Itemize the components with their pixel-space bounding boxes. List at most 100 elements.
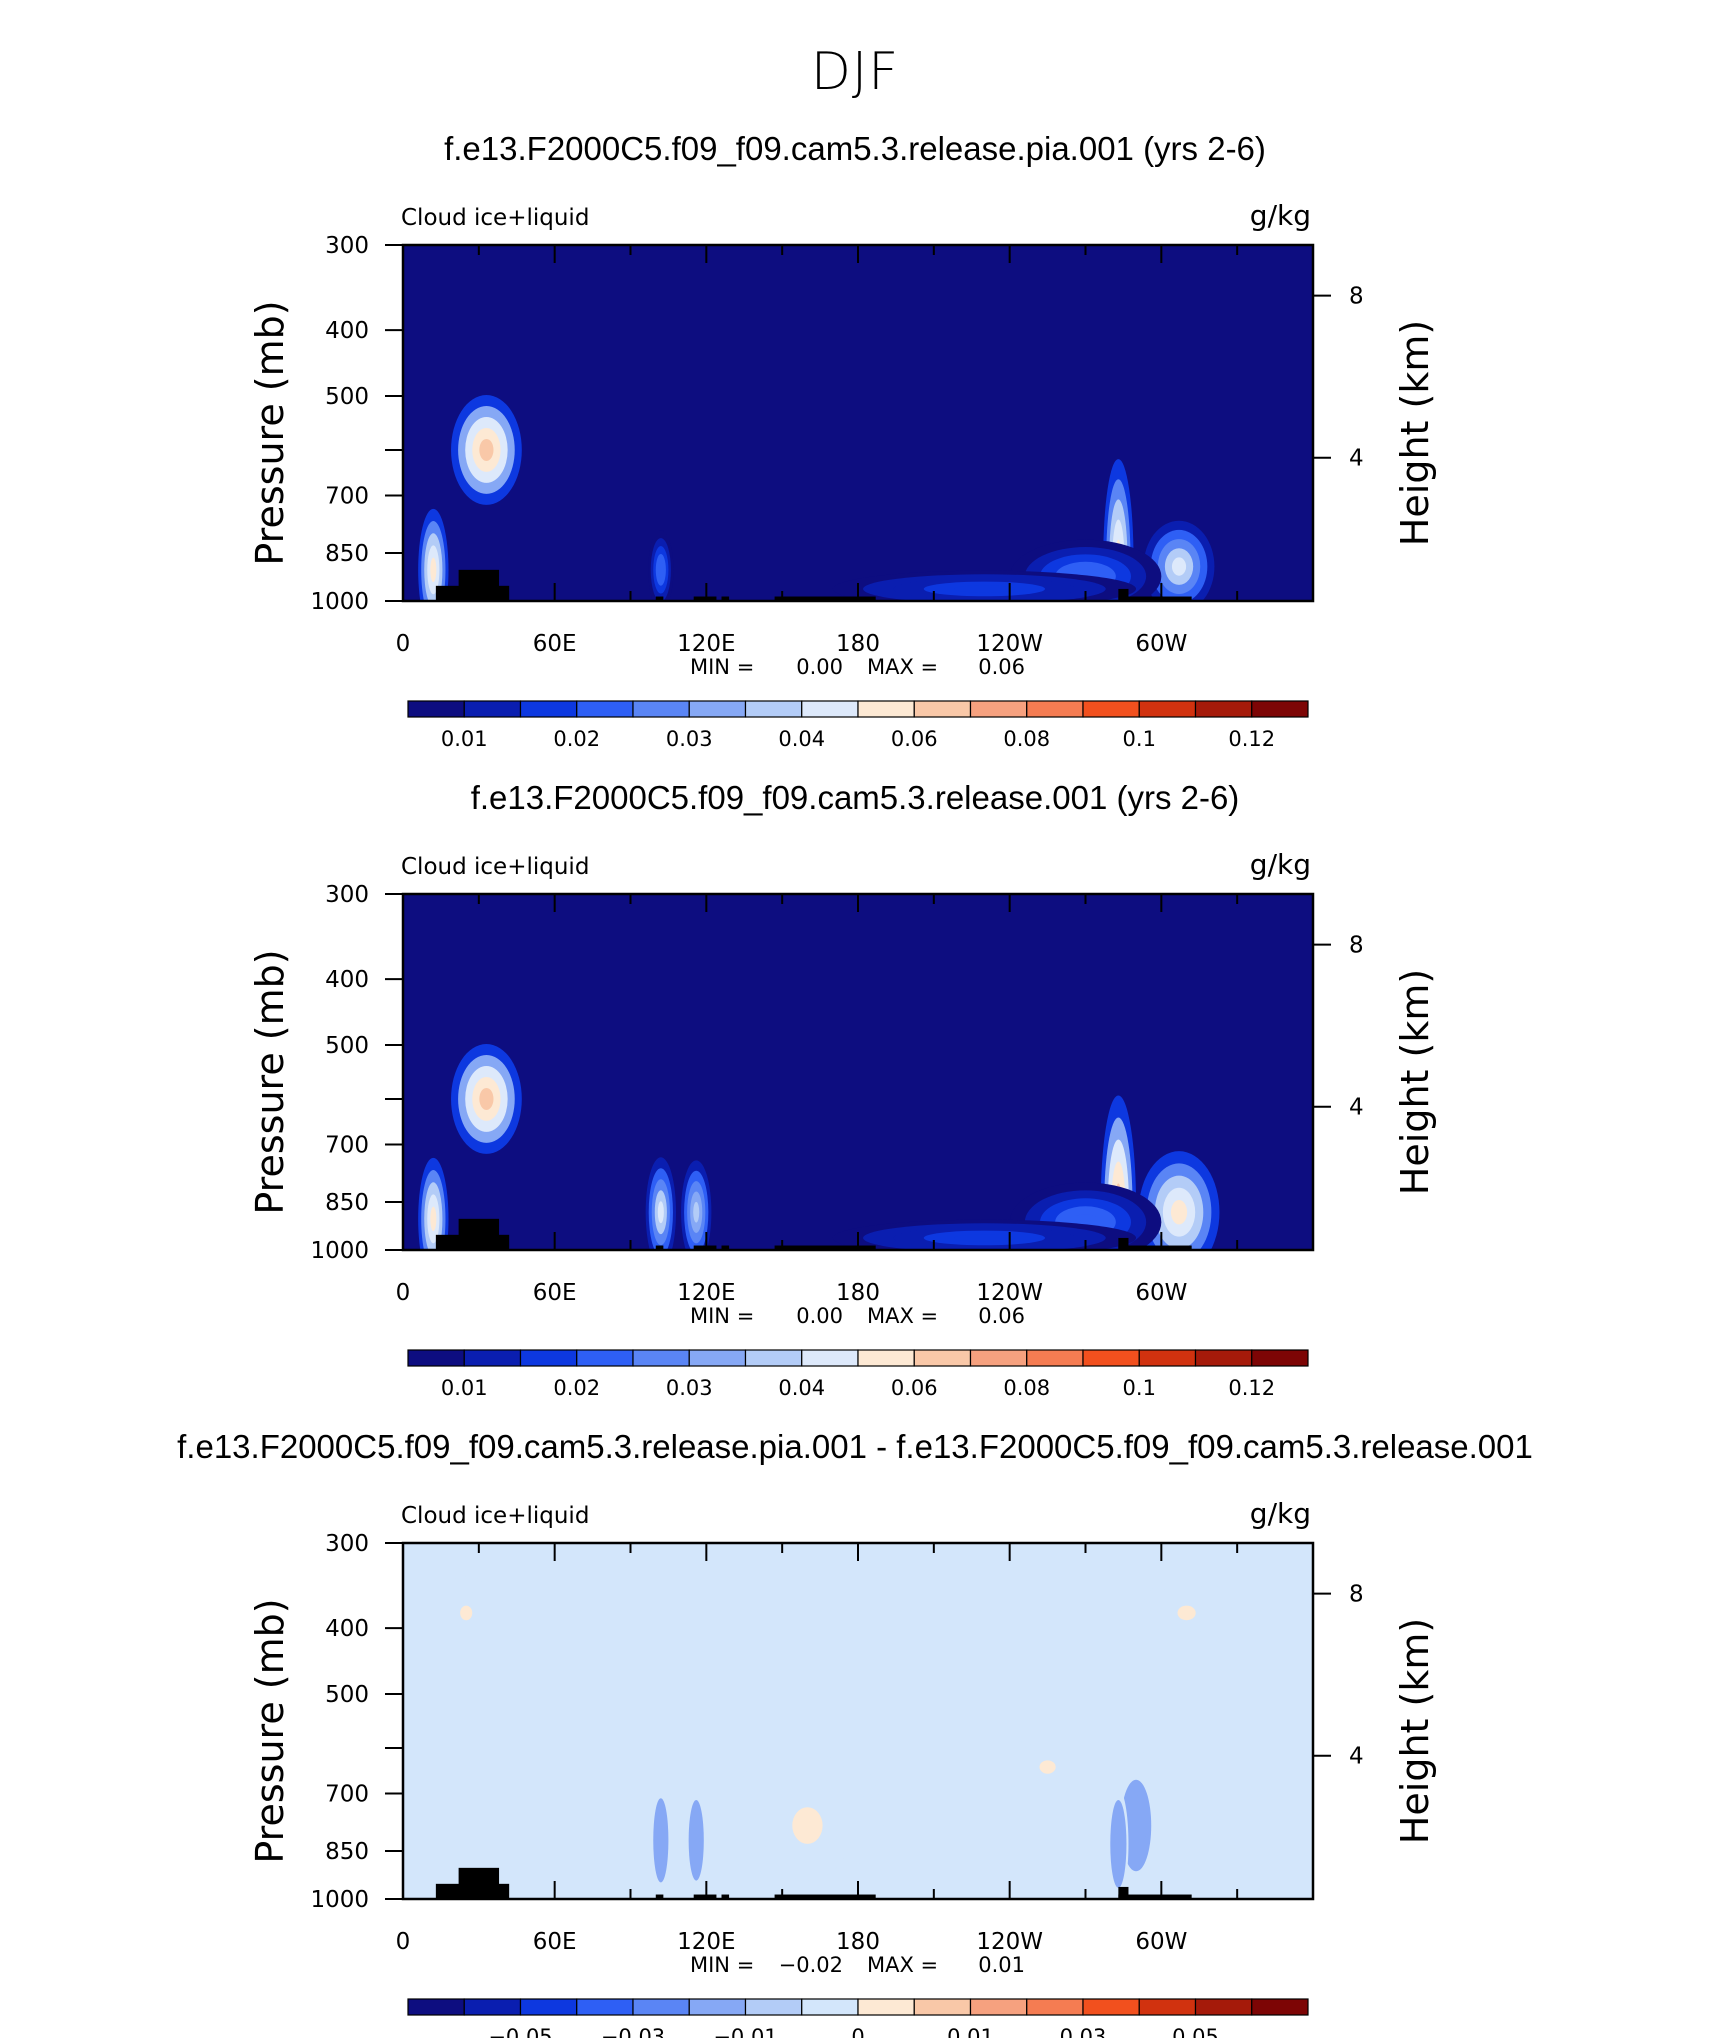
x-tick-label: 60E — [533, 1280, 577, 1306]
x-tick-label: 60W — [1135, 1280, 1187, 1306]
colorbar-box — [913, 700, 972, 718]
colorbar-box — [1082, 700, 1140, 718]
colorbar-box — [969, 700, 1028, 718]
x-tick-label: 60E — [533, 631, 577, 657]
x-tick-label: 120E — [677, 631, 735, 657]
colorbar-box — [688, 700, 747, 718]
y-right-tick-label: 4 — [1349, 446, 1364, 472]
land-mask-6 — [774, 1245, 876, 1250]
colorbar-box — [744, 700, 803, 718]
y-tick-label: 1000 — [310, 1238, 369, 1264]
colorbar-box — [1138, 700, 1197, 718]
colorbar-box — [1251, 1349, 1309, 1367]
units-label: g/kg — [1250, 199, 1311, 232]
colorbar-box — [407, 1998, 465, 2016]
land-mask-3 — [655, 596, 664, 601]
colorbar-box — [632, 1349, 690, 1367]
contour-feature-2 — [693, 1826, 699, 1854]
colorbar-label: 0.12 — [1228, 727, 1275, 751]
y-tick-label: 1000 — [310, 1887, 369, 1913]
colorbar-box — [1194, 1998, 1253, 2016]
colorbar-label: −0.05 — [488, 2025, 552, 2038]
x-tick-label: 0 — [396, 1280, 411, 1306]
land-mask-7 — [1118, 1886, 1129, 1899]
colorbar-label: 0.06 — [891, 727, 938, 751]
colorbar-box — [632, 700, 690, 718]
colorbar-box — [857, 1349, 915, 1367]
field-contours — [403, 1543, 1313, 1899]
contour-feature-8 — [1177, 1605, 1196, 1621]
chart-panel-2: f.e13.F2000C5.f09_f09.cam5.3.release.001… — [248, 779, 1437, 1400]
colorbar-label: 0.1 — [1123, 1376, 1156, 1400]
max-label: MAX = — [867, 655, 938, 679]
contour-feature-4 — [1116, 1832, 1121, 1855]
panel-title: f.e13.F2000C5.f09_f09.cam5.3.release.001… — [471, 779, 1240, 816]
contour-feature-5 — [657, 1201, 664, 1224]
max-value: 0.06 — [978, 1304, 1025, 1328]
colorbar-box — [1251, 1998, 1309, 2016]
colorbar-box — [801, 1349, 859, 1367]
variable-label: Cloud ice+liquid — [401, 1503, 589, 1529]
x-tick-label: 60E — [533, 1929, 577, 1955]
land-mask-7 — [1118, 588, 1129, 601]
y-tick-label: 400 — [325, 1616, 369, 1642]
contour-feature-8 — [954, 1234, 1015, 1242]
max-label: MAX = — [867, 1953, 938, 1977]
y-tick-label: 850 — [325, 541, 369, 567]
x-tick-label: 120W — [976, 1280, 1043, 1306]
variable-label: Cloud ice+liquid — [401, 205, 589, 231]
contour-feature-7 — [1039, 1760, 1056, 1774]
colorbar-box — [519, 700, 578, 718]
contour-feature-6 — [693, 1201, 700, 1223]
colorbar-label: 0.04 — [778, 727, 825, 751]
chart-panel-1: f.e13.F2000C5.f09_f09.cam5.3.release.pia… — [248, 130, 1437, 751]
land-mask-5 — [721, 1894, 730, 1899]
colorbar-box — [1194, 1349, 1253, 1367]
min-value: 0.00 — [796, 655, 843, 679]
y-tick-label: 500 — [325, 1682, 369, 1708]
units-label: g/kg — [1250, 848, 1311, 881]
colorbar-box — [1194, 700, 1253, 718]
contour-feature-1 — [658, 1826, 664, 1855]
figure-title: DJF — [810, 42, 900, 102]
colorbar-label: −0.01 — [713, 2025, 777, 2038]
y-right-tick-label: 8 — [1349, 284, 1364, 310]
x-tick-label: 180 — [836, 1929, 880, 1955]
x-tick-label: 180 — [836, 1280, 880, 1306]
x-tick-label: 120W — [976, 631, 1043, 657]
colorbar-box — [519, 1349, 578, 1367]
y-right-axis-label: Height (km) — [1393, 320, 1437, 546]
y-right-axis-label: Height (km) — [1393, 969, 1437, 1195]
y-tick-label: 300 — [325, 1531, 369, 1557]
colorbar-box — [1138, 1349, 1197, 1367]
colorbar-label: 0.1 — [1123, 727, 1156, 751]
colorbar-label: 0.12 — [1228, 1376, 1275, 1400]
y-tick-label: 300 — [325, 882, 369, 908]
units-label: g/kg — [1250, 1497, 1311, 1530]
contour-feature-4 — [1171, 557, 1187, 576]
colorbar-box — [463, 700, 522, 718]
x-tick-label: 180 — [836, 631, 880, 657]
colorbar-box — [576, 700, 634, 718]
colorbar-box — [1026, 1998, 1084, 2016]
y-tick-label: 300 — [325, 233, 369, 259]
contour-feature-1 — [479, 438, 494, 461]
colorbar-box — [1251, 700, 1309, 718]
x-tick-label: 120E — [677, 1280, 735, 1306]
y-tick-label: 700 — [325, 1782, 369, 1808]
min-value: −0.02 — [779, 1953, 843, 1977]
colorbar-box — [744, 1998, 803, 2016]
chart-panel-3: f.e13.F2000C5.f09_f09.cam5.3.release.pia… — [177, 1428, 1533, 2038]
colorbar-box — [1082, 1998, 1140, 2016]
land-mask-4 — [693, 1894, 717, 1899]
colorbar-label: 0.03 — [1060, 2025, 1107, 2038]
max-value: 0.06 — [978, 655, 1025, 679]
contour-feature-2 — [430, 557, 437, 583]
y-axis-label: Pressure (mb) — [248, 949, 292, 1214]
y-tick-label: 700 — [325, 484, 369, 510]
land-mask-3 — [655, 1894, 664, 1899]
colorbar-box — [1138, 1998, 1197, 2016]
colorbar-box — [519, 1998, 578, 2016]
variable-label: Cloud ice+liquid — [401, 854, 589, 880]
colorbar-label: 0.08 — [1003, 727, 1050, 751]
